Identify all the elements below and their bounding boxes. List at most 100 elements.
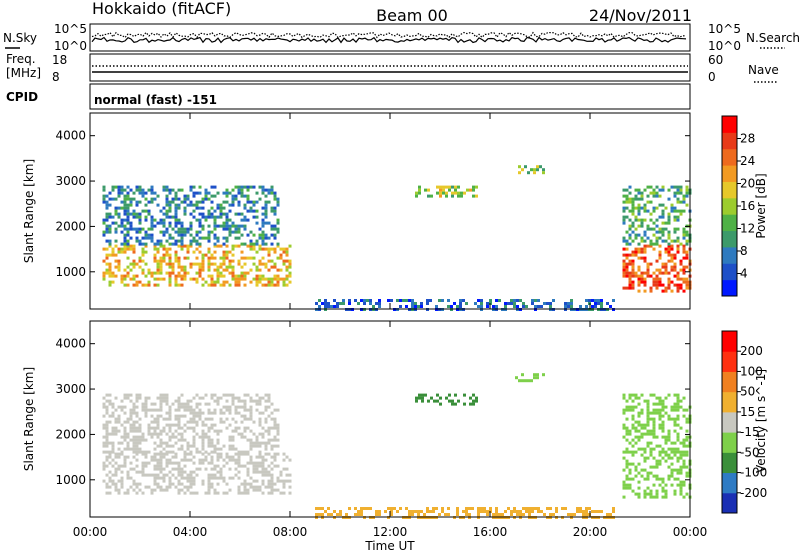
echo-cell [219,203,223,207]
echo-cell [183,227,187,231]
echo-cell [135,262,139,266]
echo-cell [504,302,507,305]
echo-cell [643,459,647,463]
echo-cell [243,405,247,409]
echo-cell [646,224,650,228]
echo-cell [180,467,184,471]
echo-cell [165,423,169,427]
echo-cell [171,227,175,231]
echo-cell [180,227,184,231]
echo-cell [625,200,629,204]
echo-cell [102,414,106,418]
echo-cell [609,305,612,308]
echo-cell [132,283,136,287]
echo-cell [168,482,172,486]
echo-cell [655,191,659,195]
echo-cell [625,215,629,219]
echo-cell [120,250,124,254]
echo-cell [198,200,202,204]
echo-cell [475,185,478,189]
echo-cell [117,259,121,263]
echo-cell [132,247,136,251]
echo-cell [132,259,136,263]
echo-cell [123,212,127,216]
echo-cell [402,299,405,302]
echo-cell [189,224,193,228]
echo-cell [273,209,277,213]
echo-cell [261,239,265,243]
echo-cell [207,212,211,216]
echo-cell [183,256,187,260]
echo-cell [246,470,250,474]
echo-cell [652,456,656,460]
echo-cell [387,299,390,302]
echo-cell [480,305,483,308]
echo-cell [192,239,196,243]
echo-cell [628,200,632,204]
echo-cell [655,242,659,246]
echo-cell [105,450,109,454]
echo-cell [279,479,283,483]
echo-cell [261,411,265,415]
echo-cell [228,283,232,287]
echo-cell [228,259,232,263]
echo-cell [640,256,644,260]
echo-cell [120,464,124,468]
echo-cell [129,200,133,204]
echo-cell [216,215,220,219]
echo-cell [171,444,175,448]
echo-cell [433,399,436,403]
echo-cell [258,417,262,421]
echo-cell [667,477,671,481]
echo-cell [135,212,139,216]
echo-cell [177,206,181,210]
echo-cell [123,209,127,213]
echo-cell [579,510,582,513]
echo-cell [240,224,244,228]
echo-cell [676,244,680,248]
echo-cell [664,271,668,275]
echo-cell [643,218,647,222]
echo-cell [591,510,594,513]
echo-cell [159,259,163,263]
echo-cell [177,432,181,436]
echo-cell [183,402,187,406]
echo-cell [531,510,534,513]
echo-cell [189,399,193,403]
echo-cell [174,441,178,445]
echo-cell [625,417,629,421]
echo-cell [204,194,208,198]
echo-cell [432,507,435,510]
echo-cell [255,277,259,281]
colorbar-block [722,165,737,182]
echo-cell [276,476,280,480]
echo-cell [258,420,262,424]
echo-cell [676,277,680,281]
echo-cell [658,215,662,219]
echo-cell [640,250,644,254]
echo-cell [147,423,151,427]
echo-cell [249,414,253,418]
echo-cell [252,464,256,468]
echo-cell [661,456,665,460]
echo-cell [234,408,238,412]
echo-cell [231,455,235,459]
echo-cell [237,458,241,462]
echo-cell [655,411,659,415]
echo-cell [228,393,232,397]
echo-cell [231,447,235,451]
echo-cell [231,271,235,275]
colorbar-tick-label: 16 [740,199,755,213]
echo-cell [117,414,121,418]
echo-cell [210,441,214,445]
echo-cell [679,259,683,263]
echo-cell [105,215,109,219]
echo-cell [219,473,223,477]
echo-cell [655,280,659,284]
echo-cell [267,432,271,436]
echo-cell [658,450,662,454]
echo-cell [625,399,629,403]
echo-cell [171,236,175,240]
echo-cell [177,203,181,207]
